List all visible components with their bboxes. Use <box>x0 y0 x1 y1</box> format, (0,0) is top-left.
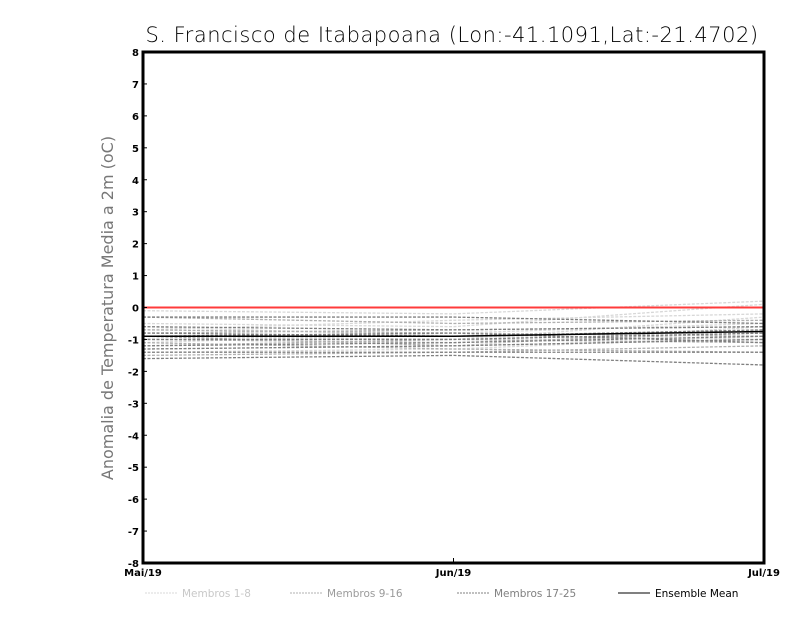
x-tick-label: Jul/19 <box>747 568 780 579</box>
y-axis-label: Anomalia de Temperatura Media a 2m (oC) <box>98 136 117 480</box>
legend-label: Ensemble Mean <box>655 588 738 600</box>
y-tick-label: -1 <box>128 335 139 346</box>
y-tick-label: -2 <box>128 367 139 378</box>
member-line-2-9 <box>142 338 765 350</box>
y-tick-label: 1 <box>132 272 139 283</box>
member-line-0-1 <box>142 300 765 315</box>
member-line-0-2 <box>142 303 765 328</box>
y-tick-label: 4 <box>132 176 139 187</box>
y-tick-label: -4 <box>128 431 139 442</box>
legend: Membros 1-8 Membros 9-16 Membros 17-25 Ense… <box>145 588 738 600</box>
ensemble-mean-line <box>143 330 765 337</box>
y-tick-label: 5 <box>132 144 139 155</box>
legend-label: Membros 17-25 <box>494 588 576 600</box>
legend-label: Membros 9-16 <box>327 588 403 600</box>
y-tick-label: -3 <box>128 399 139 410</box>
y-tick-label: -8 <box>128 559 139 570</box>
member-line-0-3 <box>142 313 765 331</box>
y-tick-label: 3 <box>132 208 139 219</box>
member-line-2-7 <box>142 354 765 366</box>
member-line-2-1 <box>143 316 765 325</box>
y-tick-label: 6 <box>132 112 139 123</box>
legend-label: Membros 1-8 <box>182 588 251 600</box>
y-tick-label: 7 <box>132 80 139 91</box>
y-tick-label: -7 <box>128 527 139 538</box>
x-tick-label: Jun/19 <box>435 568 472 579</box>
y-tick-label: -6 <box>128 495 139 506</box>
y-tick-label: 8 <box>132 48 139 59</box>
y-tick-label: 0 <box>132 304 139 315</box>
y-tick-label: 2 <box>132 240 139 251</box>
member-line-2-4 <box>143 332 765 341</box>
x-tick-label: Mai/19 <box>124 568 162 579</box>
member-line-2-5 <box>142 335 765 347</box>
y-tick-label: -5 <box>128 463 139 474</box>
member-line-2-8 <box>142 332 765 344</box>
chart-title: S. Francisco de Itabapoana (Lon:-41.1091… <box>145 23 758 47</box>
member-line-2-2 <box>142 326 765 331</box>
